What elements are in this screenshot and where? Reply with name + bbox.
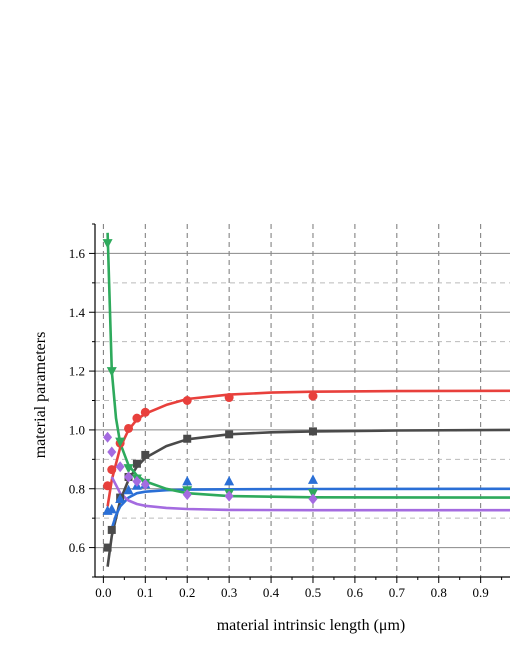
y-tick-label: 1.4 <box>69 305 86 320</box>
series-2-point <box>141 450 150 459</box>
y-axis-title: material parameters <box>32 332 49 459</box>
series-4-point <box>102 239 113 249</box>
series-2-point <box>103 543 112 552</box>
series-5-point <box>182 489 192 501</box>
series-2-point <box>308 427 317 436</box>
y-tick-label: 0.8 <box>69 481 85 496</box>
series-3-point <box>106 503 117 514</box>
x-tick-label: 0.0 <box>95 585 111 600</box>
series-4-point <box>115 437 126 448</box>
series-3-point <box>115 493 126 504</box>
series-1-point <box>224 393 234 403</box>
series-5-point <box>308 493 318 505</box>
fit-curve-5 <box>110 476 510 512</box>
series-2-point <box>107 525 116 534</box>
x-tick-label: 0.5 <box>305 585 321 600</box>
series-3-point <box>307 474 318 484</box>
series-5-point <box>224 490 234 502</box>
x-tick-label: 0.6 <box>347 585 364 600</box>
series-5-point <box>115 461 125 473</box>
series-3-point <box>182 475 193 486</box>
series-5-point <box>103 431 113 443</box>
series-1-point <box>132 413 142 423</box>
y-tick-label: 1.0 <box>69 422 85 437</box>
grid-lines <box>95 224 510 577</box>
x-axis-title: material intrinsic length (μm) <box>217 617 406 634</box>
x-tick-label: 0.8 <box>431 585 447 600</box>
series-1-point <box>107 465 117 475</box>
fit-curve-4 <box>106 232 510 499</box>
axes: 0.0 0.1 0.2 0.3 0.4 0.5 0.6 0.7 0.8 0.9 0.6 0.8 1.0 1… <box>69 223 510 600</box>
y-tick-label: 1.2 <box>69 364 85 379</box>
series-5-point <box>107 446 117 458</box>
series-1-point <box>124 423 134 433</box>
x-tick-label: 0.3 <box>221 585 237 600</box>
series-4-point <box>106 367 117 377</box>
series-5-point <box>132 475 142 487</box>
series-1-point <box>182 396 192 405</box>
series-3-point <box>224 475 235 486</box>
x-tick-label: 0.7 <box>389 585 406 600</box>
fit-curve-3 <box>110 487 510 529</box>
series-4-point <box>123 464 134 474</box>
data-points <box>102 239 318 552</box>
series-2-point <box>225 430 234 439</box>
y-tick-label: 0.6 <box>69 540 86 555</box>
series-2-point <box>183 434 192 443</box>
series-1-point <box>308 391 318 401</box>
series-5-point <box>124 471 134 483</box>
series-5-point <box>140 478 150 490</box>
series-1-point <box>140 407 150 417</box>
x-tick-label: 0.1 <box>137 585 153 600</box>
x-tick-label: 0.4 <box>263 585 280 600</box>
series-3-point <box>123 484 134 495</box>
x-tick-label: 0.9 <box>473 585 489 600</box>
y-tick-label: 1.6 <box>69 246 86 261</box>
series-1-point <box>103 481 113 491</box>
series-2-point <box>132 459 141 468</box>
x-tick-label: 0.2 <box>179 585 195 600</box>
